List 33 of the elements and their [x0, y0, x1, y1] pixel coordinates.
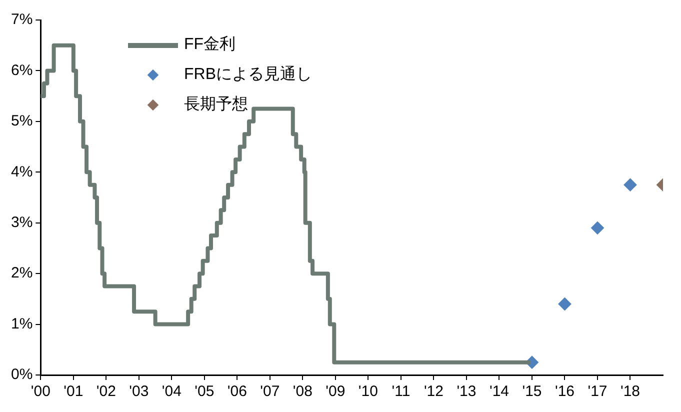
legend-label: FRBによる見通し — [184, 64, 312, 85]
x-tick-label: '17 — [588, 383, 608, 400]
x-tick-label: '08 — [292, 383, 312, 400]
legend-label: 長期予想 — [184, 94, 248, 115]
y-tick-label: 2% — [10, 264, 33, 282]
y-tick-label: 7% — [10, 11, 33, 28]
point — [624, 178, 637, 192]
point — [558, 298, 572, 310]
x-tick-label: '14 — [489, 383, 510, 400]
x-tick-label: '12 — [424, 383, 444, 400]
y-tick-label: 4% — [10, 163, 33, 180]
x-tick-label: '06 — [227, 383, 247, 400]
y-tick-label: 0% — [10, 366, 33, 384]
legend-label: FF金利 — [184, 34, 236, 55]
x-tick-label: '02 — [96, 383, 116, 400]
y-tick-label: 1% — [10, 315, 33, 332]
x-tick-label: '16 — [554, 383, 575, 400]
x-tick-label: '01 — [64, 383, 84, 400]
point — [590, 221, 604, 234]
x-tick-label: '18 — [620, 383, 640, 400]
x-tick-label: '04 — [162, 383, 182, 400]
x-tick-label: '03 — [129, 383, 149, 400]
x-tick-label: '11 — [392, 383, 410, 400]
y-tick-label: 6% — [10, 62, 33, 79]
x-tick-label: '13 — [456, 383, 476, 400]
y-tick-label: 3% — [10, 214, 33, 231]
y-tick-label: 5% — [10, 112, 33, 130]
x-tick-label: '07 — [260, 383, 280, 400]
x-tick-label: '09 — [326, 383, 346, 400]
x-tick-label: '05 — [194, 383, 214, 400]
x-tick-label: '00 — [30, 383, 50, 400]
x-tick-label: '15 — [522, 383, 542, 400]
x-tick-label: '10 — [358, 383, 378, 400]
